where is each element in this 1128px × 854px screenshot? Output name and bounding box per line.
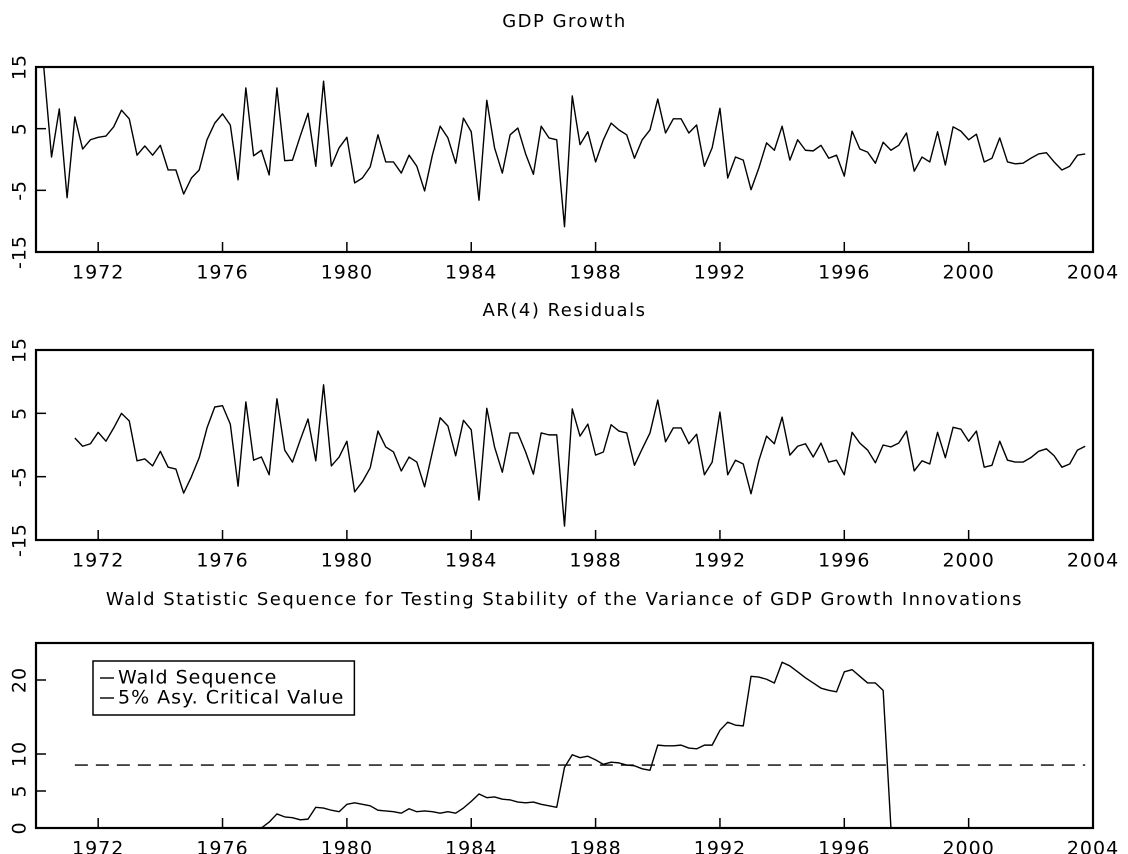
panel: AR(4) Residuals -15 -5 5 15 1972 1976 1980 1984 1… [9, 300, 1119, 572]
panel: GDP Growth -15 -5 5 15 1972 1976 1980 1984 1988 19… [9, 11, 1119, 284]
legend-label: Wald Sequence [118, 667, 277, 689]
y-tick-label: -15 [9, 523, 31, 557]
x-tick-label: 1988 [569, 262, 621, 284]
x-tick-label: 1996 [818, 550, 870, 572]
x-tick-label: 1976 [196, 838, 248, 854]
x-tick-label: 1988 [569, 550, 621, 572]
plot-frame [34, 641, 1095, 830]
x-tick-label: 1996 [818, 838, 870, 854]
x-tick-label: 2004 [1067, 838, 1119, 854]
chart-title: GDP Growth [502, 11, 627, 32]
data-line [74, 384, 1086, 527]
x-tick-label: 2000 [942, 262, 994, 284]
x-tick-label: 1980 [321, 262, 373, 284]
y-tick-label: 15 [9, 337, 31, 363]
x-tick-label: 2004 [1067, 262, 1119, 284]
legend-label: 5% Asy. Critical Value [118, 687, 344, 709]
y-tick-label: -15 [9, 235, 31, 269]
x-tick-label: 1984 [445, 838, 497, 854]
x-tick-label: 1972 [72, 262, 124, 284]
data-line [43, 66, 1086, 228]
x-tick-label: 1980 [321, 550, 373, 572]
x-tick-label: 1984 [445, 550, 497, 572]
x-tick-label: 1992 [694, 838, 746, 854]
legend-box [92, 660, 356, 716]
y-tick-label: 20 [9, 667, 31, 693]
x-tick-label: 1976 [196, 262, 248, 284]
x-tick-label: 2000 [942, 838, 994, 854]
y-tick-label: 5 [9, 407, 31, 420]
panel: Wald Statistic Sequence for Testing Stab… [9, 589, 1119, 854]
y-tick-label: 0 [9, 821, 31, 834]
x-tick-label: 2000 [942, 550, 994, 572]
x-tick-label: 1988 [569, 838, 621, 854]
y-tick-label: 15 [9, 54, 31, 80]
y-tick-label: -5 [9, 466, 31, 487]
x-tick-label: 1996 [818, 262, 870, 284]
x-tick-label: 1992 [694, 262, 746, 284]
chart-title: Wald Statistic Sequence for Testing Stab… [106, 589, 1023, 610]
y-tick-label: -5 [9, 180, 31, 201]
x-tick-label: 1984 [445, 262, 497, 284]
y-tick-label: 5 [9, 784, 31, 797]
y-tick-label: 10 [9, 741, 31, 767]
x-tick-label: 1972 [72, 550, 124, 572]
x-tick-label: 2004 [1067, 550, 1119, 572]
x-tick-label: 1976 [196, 550, 248, 572]
x-tick-label: 1972 [72, 838, 124, 854]
y-tick-label: 5 [9, 122, 31, 135]
x-tick-label: 1980 [321, 838, 373, 854]
plot-frame [34, 348, 1095, 542]
x-tick-label: 1992 [694, 550, 746, 572]
plot-frame [34, 65, 1095, 254]
chart-title: AR(4) Residuals [483, 300, 647, 321]
